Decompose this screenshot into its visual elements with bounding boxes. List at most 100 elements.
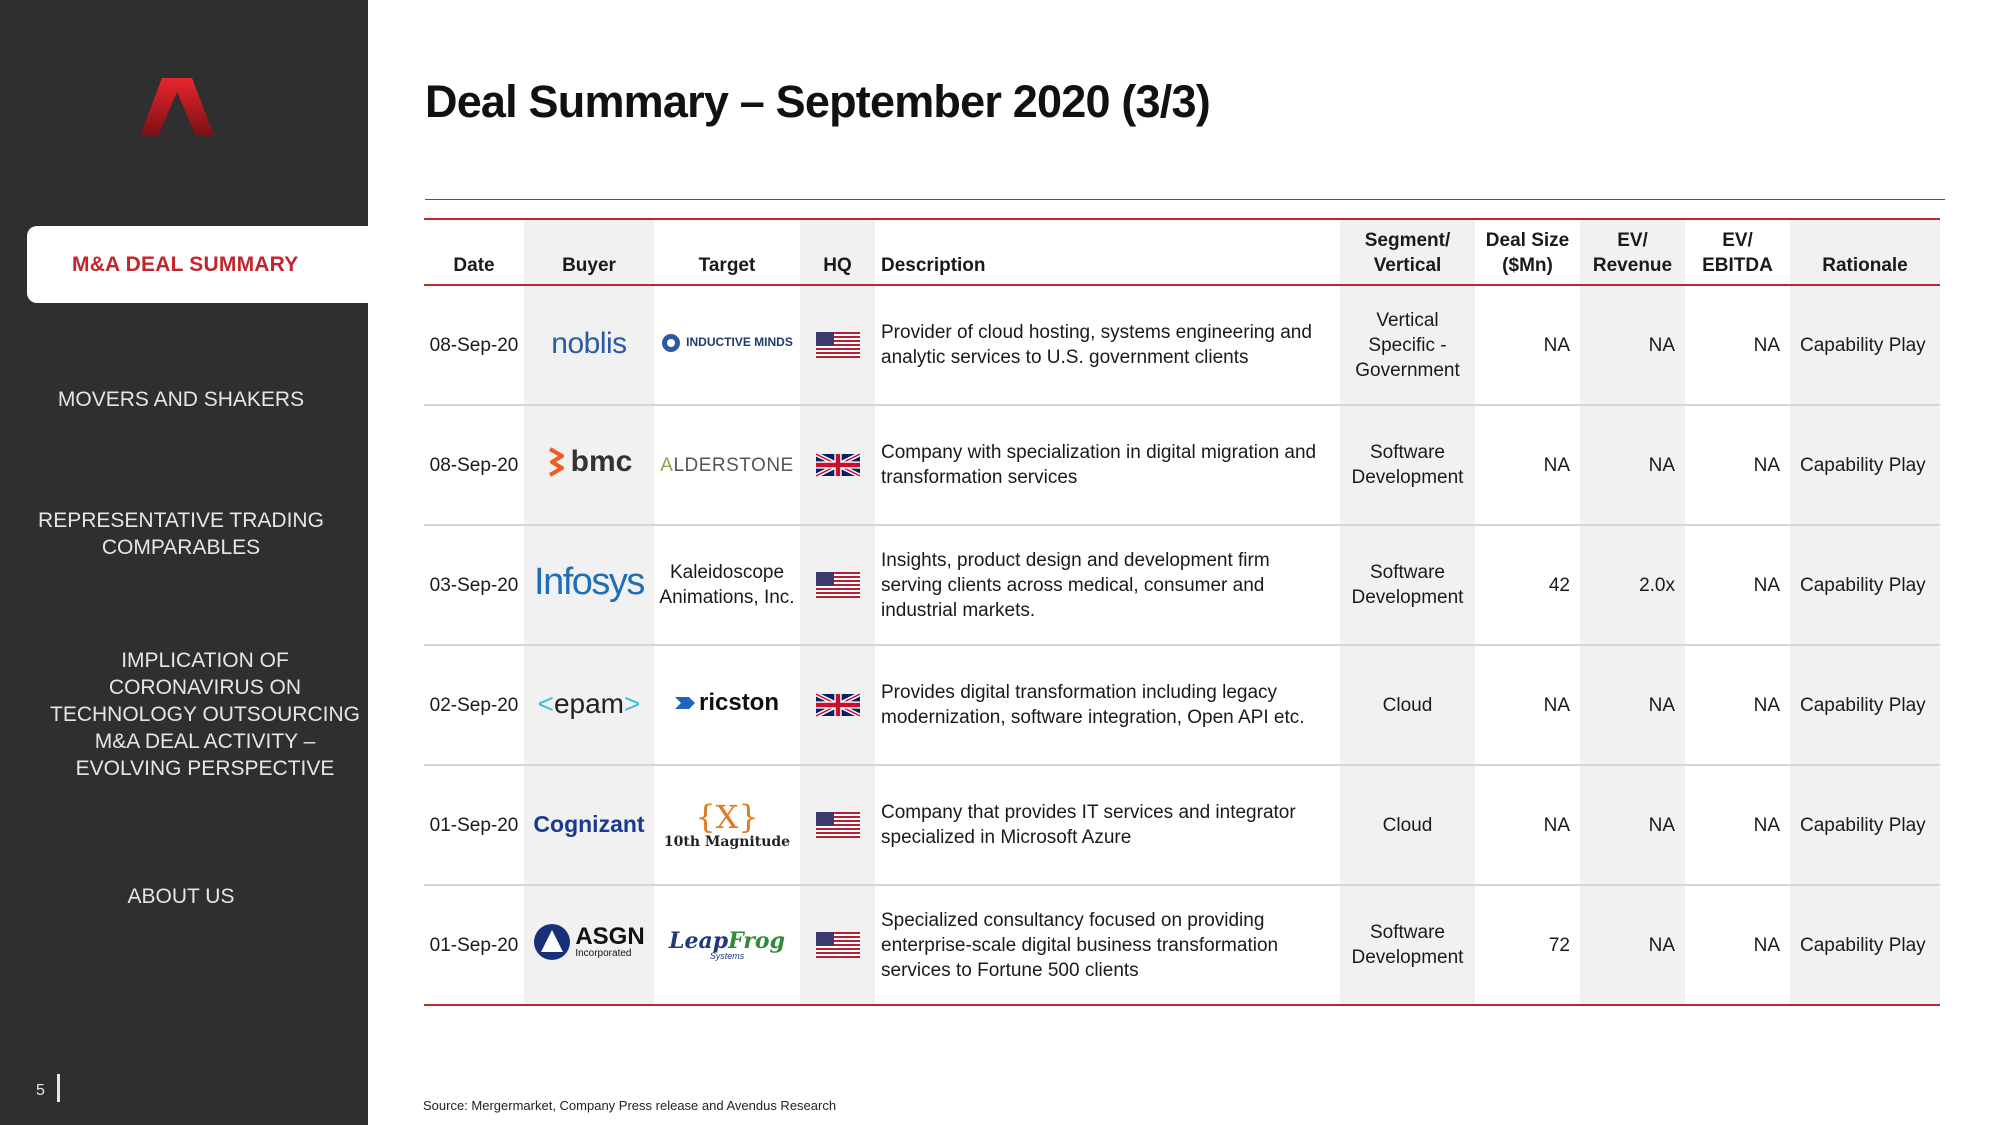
cell-ev-revenue: NA — [1580, 765, 1685, 886]
header-target: Target — [654, 218, 800, 286]
segment-line: Software — [1370, 442, 1445, 463]
cell-buyer-logo: Infosys — [524, 525, 654, 646]
header-line: Deal Size — [1485, 230, 1570, 251]
cell-date: 08-Sep-20 — [424, 405, 524, 526]
header-line: EV/ — [1617, 230, 1648, 251]
cell-buyer-logo: noblis — [524, 285, 654, 406]
cell-ev-revenue: NA — [1580, 645, 1685, 766]
segment-line: Development — [1351, 947, 1464, 968]
cell-hq-flag — [800, 405, 875, 526]
segment-line: Software — [1370, 922, 1445, 943]
nav-item-ma-deal-summary[interactable]: M&A DEAL SUMMARY — [27, 226, 368, 303]
cell-ev-ebitda: NA — [1685, 525, 1790, 646]
cell-ev-ebitda: NA — [1685, 645, 1790, 766]
page-number: 5 — [36, 1082, 45, 1099]
header-segment: Segment/Vertical — [1340, 218, 1475, 286]
header-date: Date — [424, 218, 524, 286]
page-title: Deal Summary – September 2020 (3/3) — [425, 76, 1211, 127]
header-deal-size: Deal Size ($Mn) — [1475, 218, 1580, 286]
segment-line: Vertical — [1376, 309, 1439, 331]
header-line: EV/ — [1722, 230, 1753, 251]
cell-date: 01-Sep-20 — [424, 765, 524, 886]
cell-deal-size: 72 — [1475, 885, 1580, 1006]
cell-ev-revenue: NA — [1580, 405, 1685, 526]
nav-item-movers-and-shakers[interactable]: MOVERS AND SHAKERS — [40, 386, 322, 413]
cell-rationale: Capability Play — [1790, 885, 1940, 1006]
us-flag-icon — [815, 332, 860, 358]
cell-deal-size: NA — [1475, 765, 1580, 886]
segment-line: Cloud — [1382, 814, 1433, 836]
header-line: Revenue — [1592, 255, 1673, 276]
title-divider — [425, 199, 1945, 200]
table-row: 08-Sep-20 bmc ALDERSTONE Company with sp… — [424, 405, 1940, 526]
header-ev-ebitda: EV/EBITDA — [1685, 218, 1790, 286]
deal-summary-table: Date Buyer Target HQ Description Segment… — [424, 218, 1940, 1006]
header-line: EBITDA — [1702, 255, 1773, 276]
cell-buyer-logo: Cognizant — [524, 765, 654, 886]
cell-deal-size: NA — [1475, 645, 1580, 766]
segment-line: Development — [1351, 467, 1464, 488]
nav-item-label: M&A DEAL SUMMARY — [72, 252, 299, 276]
cell-rationale: Capability Play — [1790, 405, 1940, 526]
nav-item-label-line: REPRESENTATIVE TRADING — [38, 509, 324, 532]
segment-line: Specific - — [1368, 334, 1447, 356]
cell-target-logo: Kaleidoscope Animations, Inc. — [654, 525, 800, 646]
cell-segment: Software Development — [1340, 525, 1475, 646]
segment-line: Development — [1351, 587, 1464, 608]
cell-deal-size: 42 — [1475, 525, 1580, 646]
cell-ev-revenue: NA — [1580, 885, 1685, 1006]
cell-segment: Software Development — [1340, 405, 1475, 526]
nav-item-label-line: COMPARABLES — [101, 536, 261, 559]
table-header-row: Date Buyer Target HQ Description Segment… — [424, 218, 1940, 286]
table-row: 01-Sep-20 Cognizant {X} 10th Magnitude Co… — [424, 765, 1940, 886]
cell-date: 02-Sep-20 — [424, 645, 524, 766]
uk-flag-icon — [815, 692, 860, 718]
cell-target-logo: ALDERSTONE — [654, 405, 800, 526]
cell-target-logo: INDUCTIVE MINDS — [654, 285, 800, 406]
cell-ev-ebitda: NA — [1685, 405, 1790, 526]
page-number-divider — [57, 1074, 60, 1102]
cell-deal-size: NA — [1475, 285, 1580, 406]
cell-hq-flag — [800, 285, 875, 406]
segment-line: Software — [1370, 562, 1445, 583]
header-line: ($Mn) — [1502, 255, 1553, 276]
nav-item-label: MOVERS AND SHAKERS — [57, 388, 305, 411]
table-row: 01-Sep-20 ASGN Incorporated LeapFrog Syste… — [424, 885, 1940, 1006]
segment-line: Government — [1355, 359, 1460, 381]
cell-date: 08-Sep-20 — [424, 285, 524, 406]
cell-description: Provider of cloud hosting, systems engin… — [875, 285, 1340, 406]
nav-item-label-line: TECHNOLOGY OUTSOURCING — [50, 703, 360, 726]
cell-segment: Cloud — [1340, 765, 1475, 886]
nav-item-label-line: EVOLVING PERSPECTIVE — [75, 757, 335, 780]
header-ev-revenue: EV/Revenue — [1580, 218, 1685, 286]
uk-flag-icon — [815, 452, 860, 478]
us-flag-icon — [815, 932, 860, 958]
avendus-logo — [140, 78, 214, 136]
segment-line: Cloud — [1382, 694, 1433, 716]
cell-segment: Vertical Specific - Government — [1340, 285, 1475, 406]
cell-segment: Cloud — [1340, 645, 1475, 766]
cell-description: Company that provides IT services and in… — [875, 765, 1340, 886]
cell-hq-flag — [800, 645, 875, 766]
nav-item-label-line: M&A DEAL ACTIVITY – — [94, 730, 316, 753]
cell-ev-ebitda: NA — [1685, 285, 1790, 406]
us-flag-icon — [815, 572, 860, 598]
cell-buyer-logo: bmc — [524, 405, 654, 526]
cell-rationale: Capability Play — [1790, 285, 1940, 406]
nav-item-implication-of-coronavirus[interactable]: IMPLICATION OF CORONAVIRUS ON TECHNOLOGY… — [40, 647, 370, 782]
cell-ev-revenue: 2.0x — [1580, 525, 1685, 646]
cell-ev-revenue: NA — [1580, 285, 1685, 406]
header-rationale: Rationale — [1790, 218, 1940, 286]
cell-deal-size: NA — [1475, 405, 1580, 526]
nav-item-label-line: CORONAVIRUS ON — [108, 676, 302, 699]
table-row: 02-Sep-20 <epam> ricston Provides digita… — [424, 645, 1940, 766]
table-row: 03-Sep-20 Infosys Kaleidoscope Animation… — [424, 525, 1940, 646]
header-line: Segment/ — [1364, 230, 1451, 251]
cell-description: Specialized consultancy focused on provi… — [875, 885, 1340, 1006]
header-hq: HQ — [800, 218, 875, 286]
cell-date: 01-Sep-20 — [424, 885, 524, 1006]
nav-item-representative-trading-comparables[interactable]: REPRESENTATIVE TRADING COMPARABLES — [30, 507, 332, 561]
cell-target-logo: {X} 10th Magnitude — [654, 765, 800, 886]
cell-hq-flag — [800, 525, 875, 646]
nav-item-about-us[interactable]: ABOUT US — [40, 883, 322, 910]
